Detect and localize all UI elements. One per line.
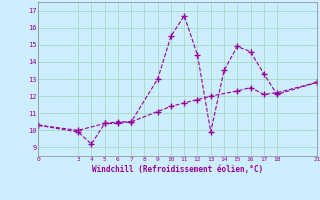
X-axis label: Windchill (Refroidissement éolien,°C): Windchill (Refroidissement éolien,°C)	[92, 165, 263, 174]
